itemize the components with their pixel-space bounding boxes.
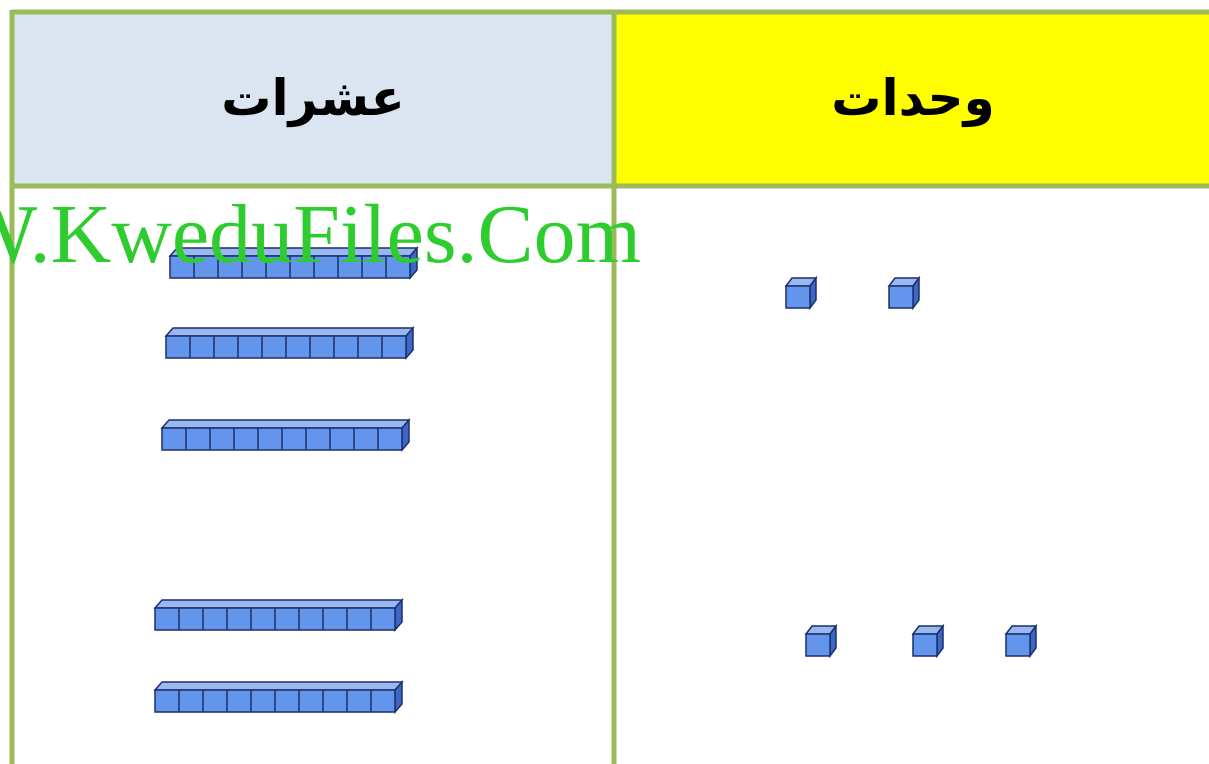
tens-header-bg <box>12 12 614 187</box>
unit-cubes <box>785 277 1037 657</box>
tens-header: عشرات <box>221 69 405 128</box>
table-grid <box>9 9 1209 764</box>
watermark: W.KweduFiles.Com <box>0 188 641 281</box>
units-header: وحدات <box>831 69 994 128</box>
tens-rods <box>154 247 418 713</box>
units-header-bg <box>614 12 1209 187</box>
